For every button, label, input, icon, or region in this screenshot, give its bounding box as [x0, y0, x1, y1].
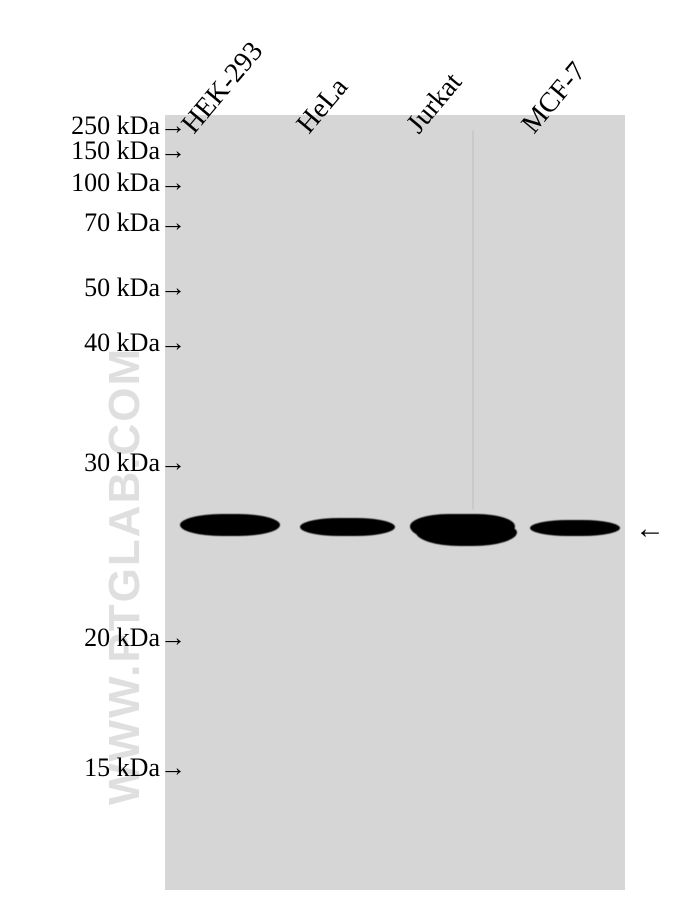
blot-band [410, 514, 515, 542]
arrow-right-icon: → [160, 448, 186, 478]
watermark-text: WWW.PTGLAB.COM [100, 165, 150, 805]
arrow-right-icon: → [160, 168, 186, 198]
mw-marker-label: 40 kDa [84, 328, 160, 357]
mw-marker-label: 20 kDa [84, 623, 160, 652]
blot-band [180, 514, 280, 536]
mw-marker-label: 150 kDa [71, 136, 160, 165]
mw-marker-label: 30 kDa [84, 448, 160, 477]
target-band-arrow: ← [635, 512, 665, 546]
mw-marker: 70 kDa→ [84, 208, 160, 238]
arrow-right-icon: → [160, 623, 186, 653]
mw-marker: 40 kDa→ [84, 328, 160, 358]
lane-artifact-line [472, 130, 474, 510]
arrow-right-icon: → [160, 273, 186, 303]
arrow-right-icon: → [160, 136, 186, 166]
mw-marker: 15 kDa→ [84, 753, 160, 783]
mw-marker: 100 kDa→ [71, 168, 160, 198]
mw-marker: 150 kDa→ [71, 136, 160, 166]
mw-marker: 50 kDa→ [84, 273, 160, 303]
mw-marker: 30 kDa→ [84, 448, 160, 478]
arrow-right-icon: → [160, 753, 186, 783]
arrow-right-icon: → [160, 328, 186, 358]
blot-membrane [165, 115, 625, 890]
blot-band [300, 518, 395, 536]
blot-band [530, 520, 620, 536]
arrow-right-icon: → [160, 208, 186, 238]
mw-marker-label: 100 kDa [71, 168, 160, 197]
mw-marker-label: 15 kDa [84, 753, 160, 782]
mw-marker: 20 kDa→ [84, 623, 160, 653]
mw-marker-label: 50 kDa [84, 273, 160, 302]
figure-root: WWW.PTGLAB.COM HEK-293HeLaJurkatMCF-7 25… [0, 0, 700, 903]
mw-marker-label: 70 kDa [84, 208, 160, 237]
